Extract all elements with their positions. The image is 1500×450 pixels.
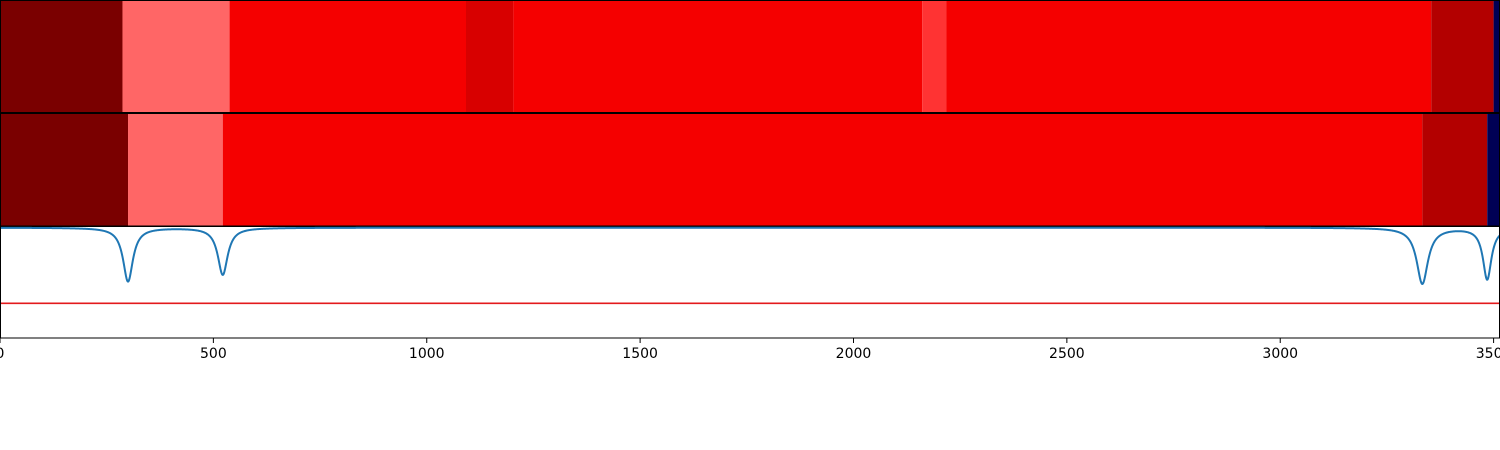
x-tick-label-3000: 3000 [1262, 346, 1298, 362]
track-2-segment-1 [0, 114, 129, 226]
track-1-segment-1 [0, 1, 123, 112]
track-1-segment-9 [1493, 1, 1500, 112]
segment-tracks [0, 0, 1500, 227]
track-2-segment-3 [222, 114, 1423, 226]
series-line-1 [0, 226, 1500, 285]
x-tick-label-3500: 3500 [1476, 346, 1500, 362]
x-tick-label-500: 500 [200, 346, 227, 362]
track-1-segment-2 [122, 1, 230, 112]
x-tick-label-1500: 1500 [622, 346, 658, 362]
track-1-segment-8 [1431, 1, 1494, 112]
x-axis: 0 500 1000 1500 2000 2500 3000 3500 [0, 338, 1500, 362]
track-1-segment-6 [922, 1, 947, 112]
track-1-segment-5 [513, 1, 923, 112]
signal-panel-frame [0, 225, 1500, 339]
x-tick-label-2500: 2500 [1049, 346, 1085, 362]
x-tick-label-0: 0 [0, 346, 4, 362]
signal-panel [0, 225, 1500, 339]
track-2-segment-5 [1487, 114, 1500, 226]
track-2-segment-2 [128, 114, 223, 226]
track-1-segment-4 [466, 1, 514, 112]
track-1-segment-3 [229, 1, 467, 112]
track-2-segment-4 [1422, 114, 1488, 226]
x-tick-label-1000: 1000 [409, 346, 445, 362]
x-tick-label-2000: 2000 [836, 346, 872, 362]
segment-track-1 [0, 0, 1500, 113]
track-1-segment-7 [946, 1, 1432, 112]
segment-track-2 [0, 113, 1500, 227]
